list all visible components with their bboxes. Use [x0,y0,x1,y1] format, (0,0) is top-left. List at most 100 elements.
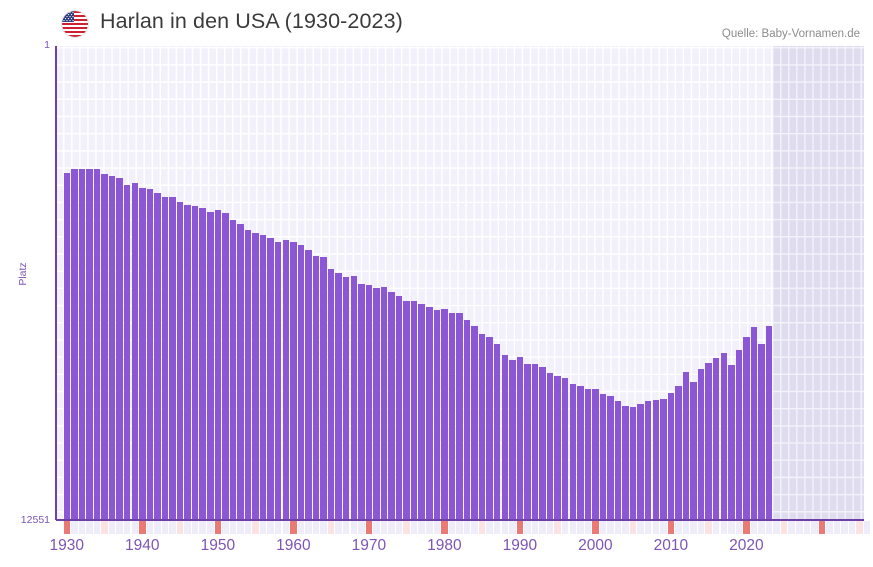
y-tick-bottom: 12551 [20,514,50,526]
x-tick-cell [214,521,222,534]
bar [161,197,169,520]
x-tick-cell [773,521,780,534]
x-tick-cell [690,521,697,534]
bar [63,172,71,520]
bar [561,377,569,520]
bar [146,189,154,520]
bar [569,384,576,520]
bar [184,204,191,520]
x-tick-cell [856,521,863,534]
bar [539,367,546,520]
bar [222,212,229,520]
x-tick-cell [184,521,191,534]
x-tick-cell [728,521,735,534]
bar [554,376,561,520]
x-tick-cell [305,521,312,534]
x-tick-cell [554,521,561,534]
bar [622,405,629,520]
bar [728,365,735,520]
x-tick-cell [403,521,410,534]
x-tick-cell [546,521,554,534]
bar [478,333,486,520]
bar [584,388,592,520]
bar [546,372,554,520]
bar [403,300,410,520]
bar [682,371,690,520]
x-tick-cell [750,521,758,534]
bar [176,201,184,520]
x-tick-cell [818,521,826,534]
x-tick-cell [471,521,478,534]
bar [675,385,682,520]
y-axis-title: Platz [17,262,29,286]
bar [267,237,274,520]
x-tick-cell [274,521,282,534]
x-tick-cell [705,521,712,534]
bar [131,182,138,520]
bar [697,369,705,520]
bar [214,209,222,520]
x-tick-cell [146,521,154,534]
x-tick-cell [486,521,493,534]
bar [712,357,720,520]
bar [335,273,342,520]
x-tick-cell [735,521,743,534]
x-tick-cell [342,521,350,534]
x-tick-cell [561,521,569,534]
x-tick-cell [388,521,395,534]
source-attribution: Quelle: Baby-Vornamen.de [721,28,860,40]
bar [259,235,267,520]
x-tick-cell [758,521,765,534]
x-tick-cell [607,521,614,534]
bar [501,354,508,520]
x-tick-cell [426,521,433,534]
x-tick-cell [93,521,101,534]
x-tick-cell [290,521,297,534]
bar [743,336,750,520]
bar [516,356,524,520]
y-axis-line [55,46,57,520]
bar [456,313,463,520]
bar [577,385,584,520]
y-tick-top: 1 [44,39,50,51]
x-tick-cell [675,521,682,534]
x-tick-cell [139,521,146,534]
x-tick-cell [629,521,637,534]
bar [441,308,448,520]
x-tick-cell [660,521,667,534]
x-tick-cell [667,521,675,534]
x-tick-cell [493,521,501,534]
bar [486,336,493,520]
x-tick-cell [592,521,599,534]
x-tick-label: 1980 [427,537,462,554]
x-tick-cell [712,521,720,534]
bar [735,350,743,520]
bar [607,396,614,520]
x-tick-cell [433,521,441,534]
x-tick-cell [614,521,622,534]
x-tick-cell [509,521,516,534]
bar [720,352,727,520]
x-tick-cell [116,521,123,534]
bar [395,296,403,520]
x-tick-cell [282,521,290,534]
x-tick-cell [199,521,206,534]
x-tick-cell [312,521,320,534]
x-tick-cell [86,521,93,534]
x-tick-cell [335,521,342,534]
x-tick-label: 2000 [578,537,613,554]
bar [765,325,773,520]
bar [297,245,305,520]
x-tick-cell [463,521,471,534]
plot-area [56,46,864,520]
x-tick-cell [297,521,305,534]
x-tick-cell [577,521,584,534]
x-tick-cell [645,521,652,534]
x-tick-cell [622,521,629,534]
bar [690,382,697,520]
x-tick-cell [237,521,244,534]
bar [327,268,335,520]
x-tick-cell [848,521,856,534]
bar [373,288,380,520]
